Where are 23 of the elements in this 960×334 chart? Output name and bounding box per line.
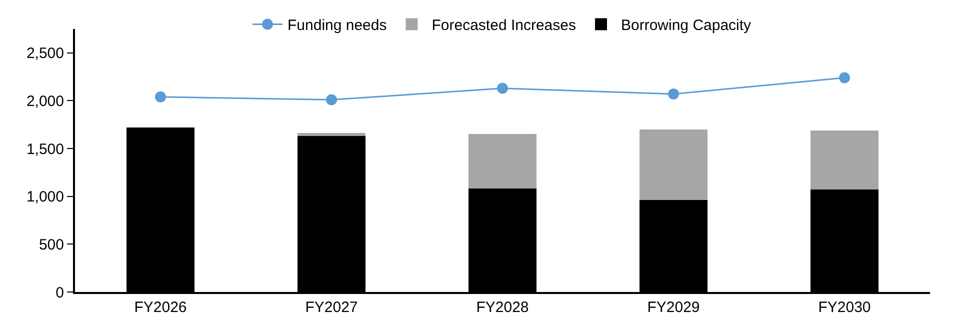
y-tick-label: 2,000 <box>26 92 64 110</box>
y-tick-label: 1,000 <box>26 188 64 206</box>
legend-label: Forecasted Increases <box>432 17 576 34</box>
x-tick-label: FY2026 <box>134 299 187 316</box>
bar <box>468 134 537 189</box>
y-tick-label: 1,500 <box>26 140 64 158</box>
bar <box>810 130 879 190</box>
bar <box>297 133 366 136</box>
x-tick-label: FY2030 <box>818 299 871 316</box>
x-tick-label: FY2028 <box>476 299 529 316</box>
point <box>155 91 166 102</box>
x-tick-label: FY2029 <box>647 299 700 316</box>
y-tick-label: 0 <box>56 284 64 302</box>
point <box>326 94 337 106</box>
y-tick-label: 2,500 <box>26 45 64 62</box>
point <box>497 82 508 94</box>
bar <box>639 129 708 200</box>
x-tick-label: FY2027 <box>305 299 358 316</box>
legend-label: Funding needs <box>288 17 387 34</box>
legend-label: Borrowing Capacity <box>621 17 752 34</box>
y-tick-label: 500 <box>38 236 64 254</box>
point <box>668 88 679 100</box>
point <box>839 72 850 84</box>
